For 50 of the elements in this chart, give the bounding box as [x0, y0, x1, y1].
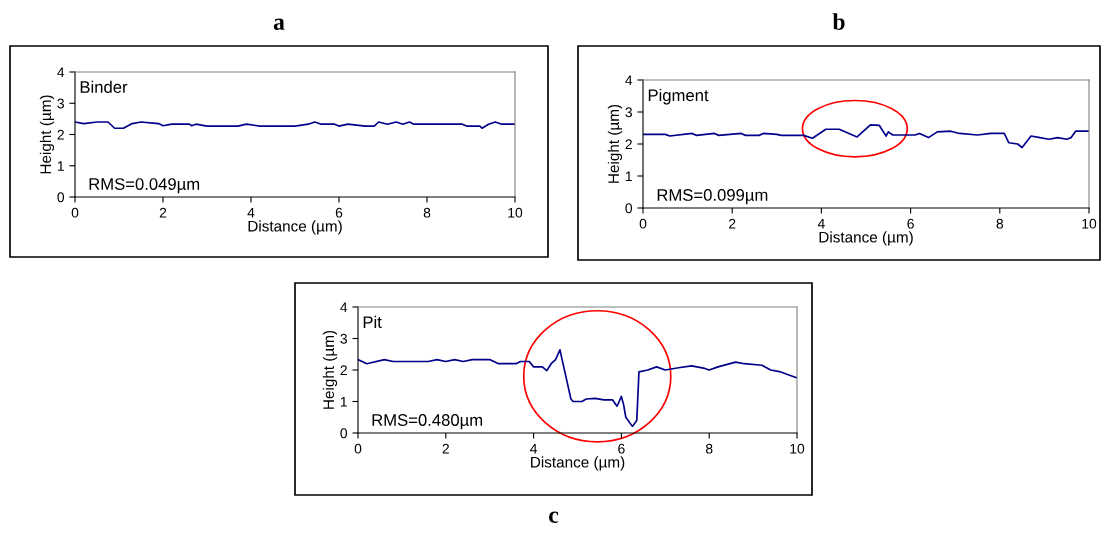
x-axis-title: Distance (µm) [531, 456, 625, 471]
annotation: Pit [363, 315, 382, 329]
y-axis-title: Height (µm) [607, 104, 623, 183]
y-tick-label: 4 [57, 67, 65, 78]
y-tick-label: 0 [340, 428, 348, 439]
x-tick-label: 4 [247, 207, 255, 218]
x-axis-title: Distance (µm) [819, 231, 913, 246]
x-tick-label: 6 [618, 443, 625, 454]
x-tick-label: 8 [996, 218, 1004, 229]
y-tick-label: 4 [625, 75, 633, 86]
x-tick-label: 10 [1082, 218, 1097, 229]
y-tick-label: 3 [340, 333, 347, 344]
x-tick-label: 8 [423, 207, 431, 218]
line-series [643, 123, 1089, 149]
chart-title: a [273, 18, 285, 30]
y-tick-label: 3 [57, 98, 64, 109]
chart-title: b [832, 13, 845, 30]
x-tick-label: 6 [335, 207, 343, 218]
y-tick-label: 4 [340, 302, 348, 313]
y-tick-label: 2 [57, 129, 64, 140]
annotation: RMS=0.049µm [89, 178, 200, 194]
y-tick-label: 2 [340, 365, 347, 376]
annotation: RMS=0.099µm [657, 189, 768, 205]
x-tick-label: 2 [159, 207, 167, 218]
x-tick-label: 6 [907, 218, 914, 229]
x-tick-label: 4 [817, 218, 825, 229]
x-tick-label: 2 [729, 218, 736, 229]
y-tick-label: 1 [625, 171, 632, 182]
x-axis-title: Distance (µm) [248, 220, 342, 235]
y-tick-label: 2 [625, 139, 632, 150]
y-tick-label: 1 [340, 396, 347, 407]
line-series [75, 121, 515, 130]
x-tick-label: 10 [790, 443, 805, 454]
y-axis-title: Height (µm) [39, 95, 55, 174]
x-tick-label: 0 [71, 207, 79, 218]
text: c [549, 511, 559, 523]
annotation: RMS=0.480µm [372, 414, 483, 430]
line-series [358, 349, 797, 428]
x-tick-label: 10 [508, 207, 523, 218]
annotation: Binder [80, 80, 128, 93]
x-tick-label: 2 [442, 443, 449, 454]
y-axis-title: Height (µm) [322, 330, 338, 409]
x-tick-label: 0 [639, 218, 647, 229]
y-tick-label: 0 [57, 192, 65, 203]
x-tick-label: 4 [530, 443, 538, 454]
y-tick-label: 1 [57, 161, 64, 171]
x-tick-label: 0 [354, 443, 362, 454]
x-tick-label: 8 [705, 443, 713, 454]
annotation: Pigment [648, 88, 709, 105]
y-tick-label: 3 [625, 107, 632, 118]
